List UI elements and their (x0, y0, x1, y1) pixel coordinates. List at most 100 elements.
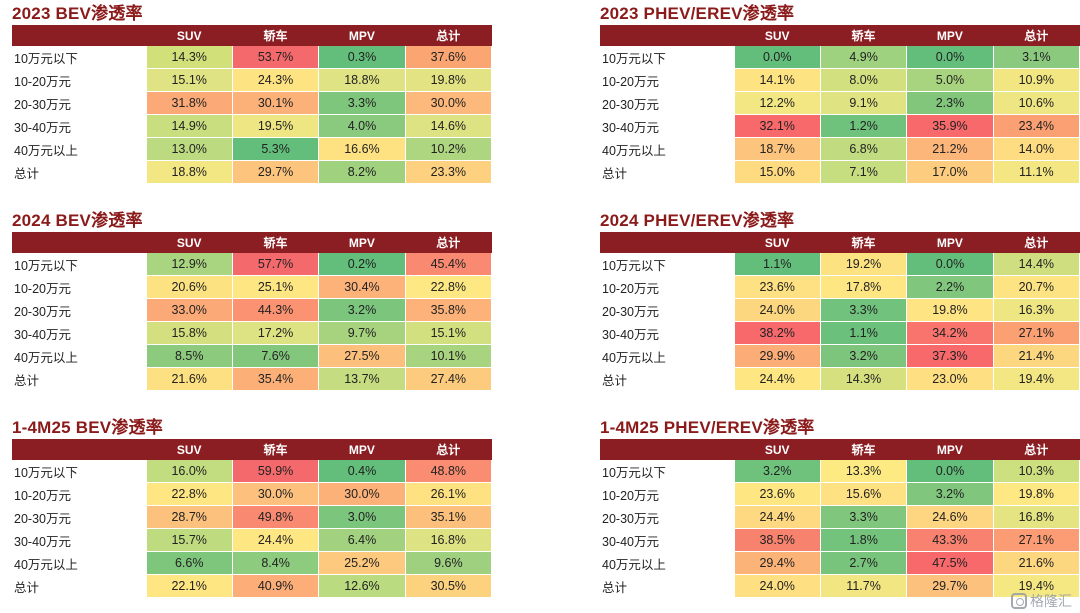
table-cell: 7.6% (232, 344, 320, 368)
row-label: 10-20万元 (600, 68, 735, 92)
table-row: 10万元以下 16.0% 59.9% 0.4% 48.8% (12, 460, 493, 483)
row-label: 20-30万元 (12, 91, 147, 115)
row-label: 10-20万元 (12, 68, 147, 92)
watermark-text: 格隆汇 (1030, 593, 1072, 609)
row-label: 10万元以下 (12, 46, 147, 69)
table-cell: 29.9% (734, 344, 821, 368)
table-row: 10万元以下 3.2% 13.3% 0.0% 10.3% (600, 460, 1080, 483)
table-cell: 11.7% (820, 574, 908, 597)
row-label: 10万元以下 (600, 253, 735, 276)
row-label: 30-40万元 (12, 321, 147, 345)
table-row: 10-20万元 15.1% 24.3% 18.8% 19.8% (12, 68, 493, 92)
penetration-table: SUV 轿车 MPV 总计 10万元以下 12.9% 57.7% 0.2% 45.4% 10-20… (12, 232, 493, 390)
table-cell: 6.4% (318, 528, 406, 552)
table-row: 10-20万元 22.8% 30.0% 30.0% 26.1% (12, 482, 493, 506)
table-cell: 5.3% (232, 137, 320, 161)
row-label: 30-40万元 (600, 321, 735, 345)
table-cell: 2.3% (906, 91, 994, 115)
table-cell: 24.0% (734, 298, 821, 322)
table-cell: 34.2% (906, 321, 994, 345)
table-row: 40万元以上 18.7% 6.8% 21.2% 14.0% (600, 137, 1080, 161)
panel-1-4m25-phev-erev: 1-4M25 PHEV/EREV渗透率 SUV 轿车 MPV 总计 10万元以下 3.2% 1… (600, 417, 1080, 597)
penetration-table: SUV 轿车 MPV 总计 10万元以下 14.3% 53.7% 0.3% 37.6% 10-20… (12, 25, 493, 183)
table-cell: 14.9% (146, 114, 233, 138)
table-cell: 6.8% (820, 137, 908, 161)
table-cell: 57.7% (232, 253, 320, 276)
table-cell: 35.1% (405, 505, 493, 529)
table-row: 20-30万元 24.4% 3.3% 24.6% 16.8% (600, 505, 1080, 529)
table-cell: 19.2% (820, 253, 908, 276)
table-row: 20-30万元 24.0% 3.3% 19.8% 16.3% (600, 298, 1080, 322)
table-cell: 8.0% (820, 68, 908, 92)
table-cell: 25.1% (232, 275, 320, 299)
table-cell: 10.1% (405, 344, 493, 368)
table-cell: 14.0% (993, 137, 1080, 161)
table-row: 30-40万元 14.9% 19.5% 4.0% 14.6% (12, 114, 493, 138)
table-cell: 14.3% (820, 367, 908, 390)
table-header-row: SUV 轿车 MPV 总计 (600, 439, 1080, 460)
column-header: SUV (734, 25, 821, 46)
table-cell: 0.0% (734, 46, 821, 69)
table-cell: 14.4% (993, 253, 1080, 276)
column-header: 总计 (993, 25, 1080, 46)
table-cell: 24.4% (734, 505, 821, 529)
table-cell: 33.0% (146, 298, 233, 322)
table-cell: 23.0% (906, 367, 994, 390)
table-cell: 12.2% (734, 91, 821, 115)
table-cell: 27.5% (318, 344, 406, 368)
table-cell: 3.3% (820, 298, 908, 322)
table-title: 2023 BEV渗透率 (12, 4, 143, 23)
row-label: 30-40万元 (12, 528, 147, 552)
row-label: 20-30万元 (600, 298, 735, 322)
table-cell: 17.8% (820, 275, 908, 299)
table-cell: 16.8% (993, 505, 1080, 529)
table-cell: 35.9% (906, 114, 994, 138)
table-cell: 29.7% (232, 160, 320, 183)
table-cell: 22.8% (405, 275, 493, 299)
table-cell: 23.6% (734, 275, 821, 299)
table-row: 30-40万元 38.2% 1.1% 34.2% 27.1% (600, 321, 1080, 345)
table-cell: 4.9% (820, 46, 908, 69)
row-label: 总计 (600, 574, 735, 597)
table-cell: 1.1% (734, 253, 821, 276)
table-cell: 13.7% (318, 367, 406, 390)
row-label: 40万元以上 (600, 137, 735, 161)
table-cell: 32.1% (734, 114, 821, 138)
table-cell: 0.0% (906, 253, 994, 276)
table-cell: 1.8% (820, 528, 908, 552)
table-cell: 3.3% (318, 91, 406, 115)
row-label: 10万元以下 (600, 46, 735, 69)
table-cell: 37.6% (405, 46, 493, 69)
table-cell: 49.8% (232, 505, 320, 529)
table-cell: 18.7% (734, 137, 821, 161)
column-header: MPV (906, 439, 994, 460)
table-cell: 30.0% (405, 91, 493, 115)
penetration-table: SUV 轿车 MPV 总计 10万元以下 16.0% 59.9% 0.4% 48.8% 10-20… (12, 439, 493, 597)
row-label: 10万元以下 (12, 460, 147, 483)
table-header-row: SUV 轿车 MPV 总计 (600, 25, 1080, 46)
row-label: 总计 (600, 160, 735, 183)
row-label: 40万元以上 (12, 137, 147, 161)
table-cell: 24.4% (232, 528, 320, 552)
table-title: 1-4M25 PHEV/EREV渗透率 (600, 418, 815, 437)
header-corner (12, 439, 146, 460)
table-cell: 8.2% (318, 160, 406, 183)
table-cell: 10.2% (405, 137, 493, 161)
table-cell: 40.9% (232, 574, 320, 597)
table-row: 10万元以下 14.3% 53.7% 0.3% 37.6% (12, 46, 493, 69)
row-label: 30-40万元 (600, 114, 735, 138)
column-header: 轿车 (232, 439, 319, 460)
row-label: 40万元以上 (600, 344, 735, 368)
table-row: 10-20万元 20.6% 25.1% 30.4% 22.8% (12, 275, 493, 299)
column-header: 总计 (405, 232, 492, 253)
panel-2024-bev: 2024 BEV渗透率 SUV 轿车 MPV 总计 10万元以下 12.9% 57.7% 0.2… (12, 210, 493, 390)
column-header: SUV (146, 232, 233, 253)
row-label: 10-20万元 (600, 482, 735, 506)
table-cell: 7.1% (820, 160, 908, 183)
table-cell: 25.2% (318, 551, 406, 575)
table-cell: 24.0% (734, 574, 821, 597)
table-cell: 53.7% (232, 46, 320, 69)
table-row: 20-30万元 31.8% 30.1% 3.3% 30.0% (12, 91, 493, 115)
penetration-table: SUV 轿车 MPV 总计 10万元以下 0.0% 4.9% 0.0% 3.1% 10-20万元 1… (600, 25, 1080, 183)
row-label: 总计 (12, 367, 147, 390)
